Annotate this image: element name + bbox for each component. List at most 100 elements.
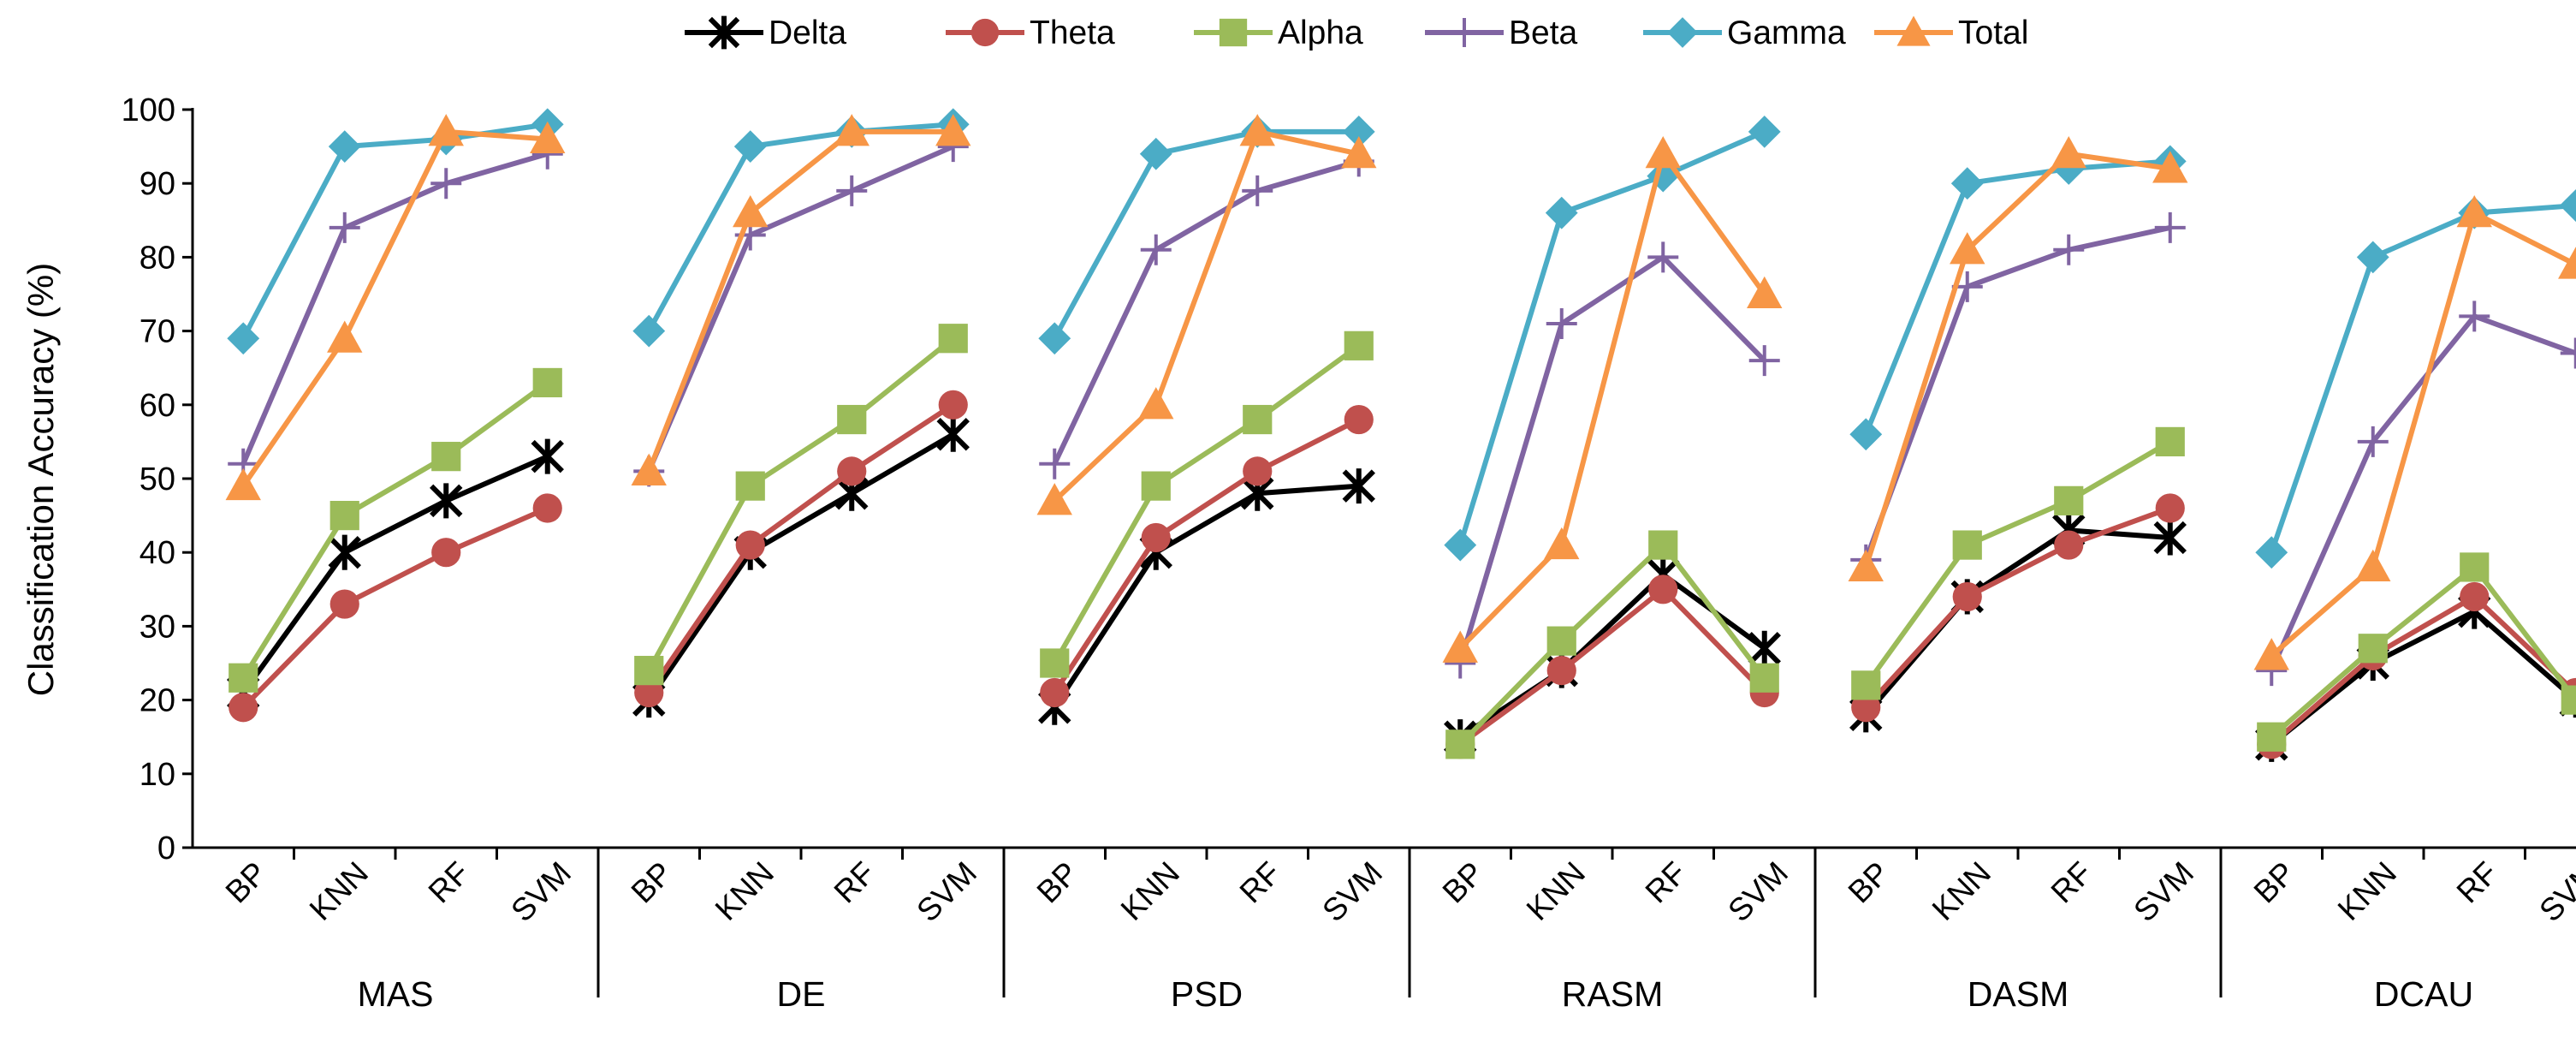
x-tick-label: SVM — [2127, 855, 2200, 929]
x-tick-label: RF — [1233, 855, 1288, 910]
data-point — [429, 114, 464, 146]
x-tick-label: KNN — [1520, 855, 1592, 927]
data-point — [1344, 405, 1374, 434]
y-tick-label: 30 — [139, 609, 175, 645]
data-point — [229, 693, 258, 722]
data-point — [431, 538, 460, 567]
data-point — [2561, 337, 2576, 368]
y-tick-label: 40 — [139, 535, 175, 571]
data-point — [2255, 536, 2288, 569]
data-point — [1546, 197, 1578, 229]
series-line — [1460, 132, 1765, 545]
x-tick-label: RF — [422, 855, 477, 910]
legend-label: Beta — [1509, 15, 1578, 51]
x-tick-label: BP — [219, 855, 274, 910]
series-line — [1054, 132, 1359, 338]
legend-item-theta: Theta — [946, 15, 1115, 51]
series-line — [1054, 486, 1359, 708]
legend-label: Total — [1958, 15, 2028, 51]
data-point — [1040, 648, 1069, 677]
x-tick-label: BP — [1030, 855, 1085, 910]
data-point — [2053, 235, 2084, 265]
x-tick-label: KNN — [303, 855, 375, 927]
data-point — [1646, 136, 1681, 168]
data-point — [1546, 308, 1577, 339]
data-point — [632, 454, 667, 485]
data-point — [1242, 176, 1273, 206]
x-tick-label: KNN — [1114, 855, 1186, 927]
x-tick-label: RF — [2450, 855, 2505, 910]
x-tick-label: BP — [625, 855, 680, 910]
data-point — [736, 472, 765, 501]
data-point — [1851, 670, 1880, 700]
data-point — [1547, 627, 1576, 656]
legend-marker — [1220, 19, 1247, 46]
group-label: MAS — [358, 974, 434, 1014]
y-tick-label: 20 — [139, 683, 175, 719]
data-point — [939, 417, 968, 452]
data-point — [1951, 167, 1984, 199]
data-point — [1141, 235, 1172, 265]
group-label: DCAU — [2374, 974, 2473, 1014]
series-total — [226, 114, 2576, 670]
data-point — [634, 656, 663, 685]
data-point — [1142, 472, 1171, 501]
x-tick-label: SVM — [504, 855, 578, 929]
data-point — [2054, 486, 2083, 515]
legend-item-alpha: Alpha — [1194, 15, 1363, 51]
data-point — [837, 456, 866, 485]
data-point — [1748, 116, 1781, 148]
data-point — [2051, 136, 2086, 168]
data-point — [533, 493, 562, 522]
data-point — [2561, 686, 2576, 715]
data-point — [327, 321, 362, 353]
x-tick-label: KNN — [2331, 855, 2403, 927]
data-point — [1750, 664, 1779, 693]
data-point — [330, 535, 359, 570]
data-point — [1444, 529, 1476, 562]
data-point — [939, 324, 968, 353]
x-tick-label: RF — [1639, 855, 1694, 910]
series-line — [1866, 154, 2170, 568]
data-point — [1953, 582, 1982, 611]
data-point — [836, 176, 867, 206]
data-point — [1038, 322, 1071, 354]
data-point — [2460, 552, 2489, 581]
data-point — [2460, 582, 2489, 611]
data-point — [2359, 634, 2388, 663]
series-delta — [229, 417, 2576, 762]
legend-label: Gamma — [1727, 15, 1846, 51]
legend-item-delta: Delta — [685, 15, 846, 51]
data-point — [329, 130, 361, 163]
data-point — [2155, 212, 2186, 243]
y-axis-label: Classification Accuracy (%) — [21, 263, 61, 696]
legend-label: Theta — [1030, 15, 1115, 51]
legend-label: Alpha — [1278, 15, 1363, 51]
data-point — [1243, 405, 1272, 434]
legend-item-total: Total — [1874, 15, 2028, 51]
data-point — [1849, 550, 1884, 581]
data-point — [2558, 247, 2576, 278]
data-point — [939, 390, 968, 420]
data-point — [1648, 575, 1677, 604]
data-point — [1138, 387, 1173, 419]
legend-item-beta: Beta — [1425, 15, 1578, 51]
x-tick-label: SVM — [2532, 855, 2576, 929]
y-tick-label: 90 — [139, 166, 175, 202]
data-point — [431, 483, 460, 518]
legend-marker — [971, 19, 999, 46]
data-point — [837, 405, 866, 434]
data-point — [329, 212, 360, 243]
series-line — [1866, 228, 2170, 560]
group-label: DASM — [1968, 974, 2069, 1014]
line-chart: Delta Theta Alpha Beta Gamma Total Classifica… — [0, 0, 2576, 1042]
data-point — [1648, 530, 1677, 559]
chart-legend: Delta Theta Alpha Beta Gamma Total — [685, 15, 2028, 51]
chart-axes: 0102030405060708090100BP KNN RF SVMMASBP KNN… — [122, 92, 2576, 1014]
group-label: RASM — [1562, 974, 1663, 1014]
series-line — [1866, 508, 2170, 707]
data-point — [2560, 189, 2576, 222]
series-line — [649, 132, 953, 472]
legend-label: Delta — [769, 15, 846, 51]
data-point — [330, 589, 359, 618]
